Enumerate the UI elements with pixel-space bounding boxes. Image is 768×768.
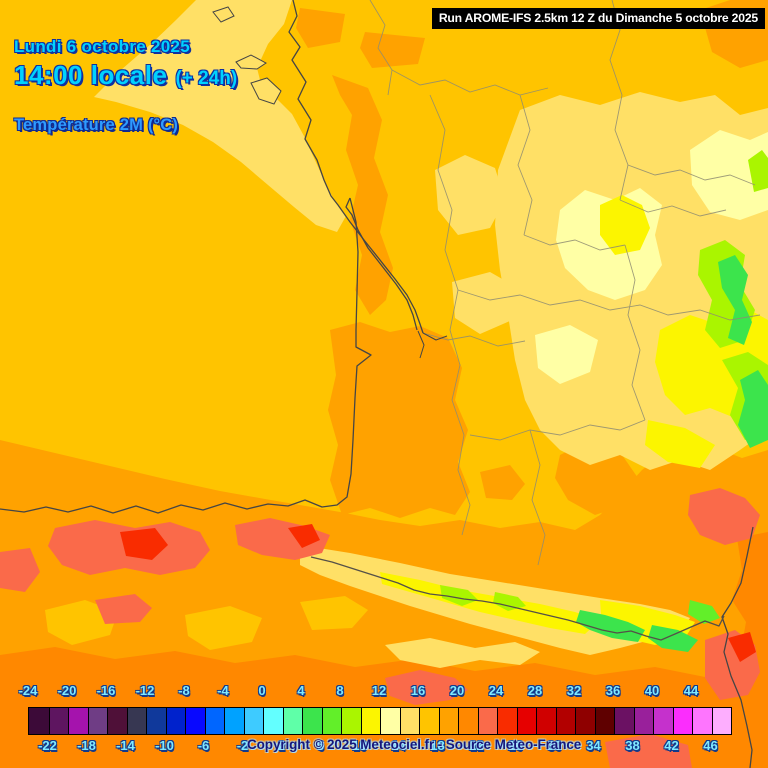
hot-zones — [0, 488, 760, 768]
scale-label-top: 8 — [336, 683, 344, 698]
scale-cell — [536, 708, 556, 734]
valid-time-row: 14:00 locale (+ 24h) — [14, 59, 238, 90]
scale-label-bottom: 6 — [316, 738, 325, 753]
scale-cell — [321, 708, 341, 734]
scale-label-bottom: -6 — [197, 738, 210, 753]
scale-cell — [672, 708, 692, 734]
time-label: 14:00 locale — [14, 59, 168, 90]
scale-cell — [204, 708, 224, 734]
scale-label-bottom: 10 — [352, 738, 367, 753]
scale-cell — [29, 708, 49, 734]
scale-cell — [555, 708, 575, 734]
scale-label-bottom: 42 — [664, 738, 679, 753]
run-info-bar: Run AROME-IFS 2.5km 12 Z du Dimanche 5 o… — [431, 8, 765, 29]
temperature-scale: -24 -20 -16 -12 -8 -4 0 4 8 12 16 20 24 28 32 36 40 44 -2… — [19, 683, 732, 754]
scale-cell — [146, 708, 166, 734]
scale-label-top: -8 — [178, 683, 190, 698]
scale-cell — [165, 708, 185, 734]
scale-cell — [575, 708, 595, 734]
scale-cell — [68, 708, 88, 734]
scale-label-top: -16 — [96, 683, 116, 698]
scale-cell — [497, 708, 517, 734]
scale-label-top: 12 — [371, 683, 387, 698]
scale-cell — [360, 708, 380, 734]
islands — [212, 6, 282, 105]
cool-zones — [435, 92, 768, 470]
scale-label-top: 40 — [644, 683, 660, 698]
scale-label-top: 36 — [605, 683, 621, 698]
scale-label-bottom: -18 — [77, 738, 96, 753]
scale-label-bottom: 26 — [508, 738, 523, 753]
scale-cell — [185, 708, 205, 734]
map-header: Lundi 6 octobre 2025 14:00 locale (+ 24h)… — [14, 37, 238, 134]
country-border — [310, 556, 725, 641]
variable-label: Température 2M (°C) — [14, 115, 179, 134]
ocean-zones — [94, 0, 346, 232]
scale-cell — [633, 708, 653, 734]
scale-label-top: 32 — [566, 683, 582, 698]
scale-label-top: 24 — [488, 683, 504, 698]
scale-cell — [594, 708, 614, 734]
scale-cell — [711, 708, 731, 734]
scale-cell — [419, 708, 439, 734]
scale-label-bottom: 30 — [547, 738, 562, 753]
scale-label-top: 16 — [410, 683, 426, 698]
scale-label-bottom: -14 — [116, 738, 135, 753]
scale-label-bottom: 34 — [586, 738, 601, 753]
scale-label-bottom: 46 — [703, 738, 718, 753]
scale-label-bottom: 38 — [625, 738, 640, 753]
ile-oleron — [250, 77, 282, 105]
scale-cell — [692, 708, 712, 734]
scale-cell — [341, 708, 361, 734]
scale-cell — [224, 708, 244, 734]
small-island — [212, 6, 235, 23]
scale-label-bottom: 14 — [391, 738, 406, 753]
scale-cell — [243, 708, 263, 734]
scale-label-top: 4 — [297, 683, 305, 698]
scale-label-bottom: 22 — [469, 738, 484, 753]
scale-label-top: -12 — [135, 683, 155, 698]
scale-cell — [302, 708, 322, 734]
scale-label-top: 0 — [258, 683, 266, 698]
scale-label-top: 44 — [683, 683, 699, 698]
scale-label-bottom: 2 — [277, 738, 286, 753]
scale-cell — [477, 708, 497, 734]
scale-cell — [48, 708, 68, 734]
scale-label-top: -20 — [57, 683, 77, 698]
scale-label-top: -4 — [217, 683, 229, 698]
scale-label-bottom: -22 — [38, 738, 57, 753]
scale-cell — [107, 708, 127, 734]
scale-labels-bottom: -22 -18 -14 -10 -6 -2 2 6 10 14 18 22 26 30 34 38 42 46 — [28, 738, 730, 754]
scale-cell — [458, 708, 478, 734]
department-borders — [369, 0, 761, 566]
scale-cell — [126, 708, 146, 734]
forecast-offset-label: (+ 24h) — [175, 67, 238, 89]
scale-cell — [282, 708, 302, 734]
scale-cell — [399, 708, 419, 734]
scale-label-top: 20 — [449, 683, 465, 698]
scale-cell — [263, 708, 283, 734]
date-label: Lundi 6 octobre 2025 — [14, 37, 191, 56]
scale-cell — [87, 708, 107, 734]
scale-label-bottom: -2 — [236, 738, 249, 753]
scale-label-top: 28 — [527, 683, 543, 698]
ile-de-re — [235, 54, 267, 70]
scale-label-bottom: 18 — [430, 738, 445, 753]
scale-label-top: -24 — [18, 683, 38, 698]
scale-label-bottom: -10 — [155, 738, 174, 753]
scale-cell — [516, 708, 536, 734]
scale-cell — [614, 708, 634, 734]
scale-colorbar — [28, 707, 732, 735]
scale-labels-top: -24 -20 -16 -12 -8 -4 0 4 8 12 16 20 24 28 32 36 40 44 — [19, 683, 730, 699]
copyright-label: Copyright © 2025 Meteociel.fr - Source M… — [247, 737, 582, 752]
scale-cell — [438, 708, 458, 734]
scale-cell — [380, 708, 400, 734]
pyrenees-ridge — [300, 545, 720, 668]
scale-cell — [653, 708, 673, 734]
